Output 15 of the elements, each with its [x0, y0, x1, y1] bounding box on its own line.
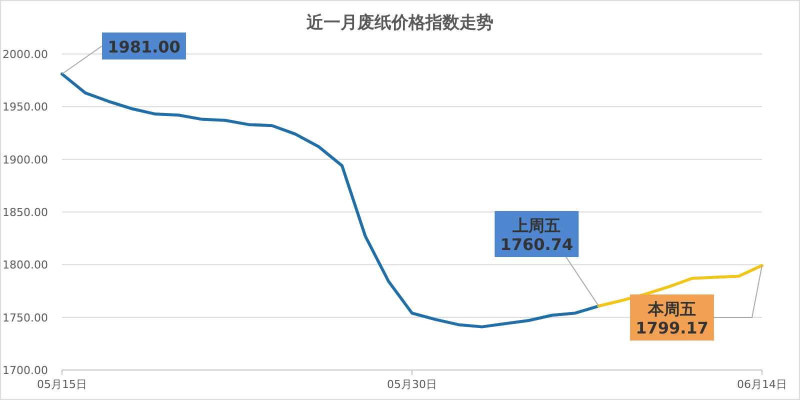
x-tick-label: 05月15日: [37, 378, 87, 391]
y-tick-label: 1850.00: [2, 206, 48, 219]
annotation: 上周五 1760.74: [500, 216, 574, 254]
line-series: [60, 72, 600, 328]
annotation: 本周五 1799.17: [636, 300, 708, 338]
x-tick-label: 05月30日: [387, 378, 437, 391]
y-tick-label: 1950.00: [2, 100, 48, 114]
chart-title: 近一月废纸价格指数走势: [306, 13, 494, 33]
annotation: 1981.00: [108, 38, 180, 57]
y-tick-label: 1750.00: [2, 311, 48, 324]
y-tick-label: 1700.00: [2, 364, 48, 377]
y-tick-label: 1900.00: [2, 153, 48, 166]
y-tick-label: 1800.00: [2, 258, 48, 272]
y-tick-label: 2000.00: [2, 48, 48, 61]
x-tick-label: 06月14日: [737, 378, 787, 391]
